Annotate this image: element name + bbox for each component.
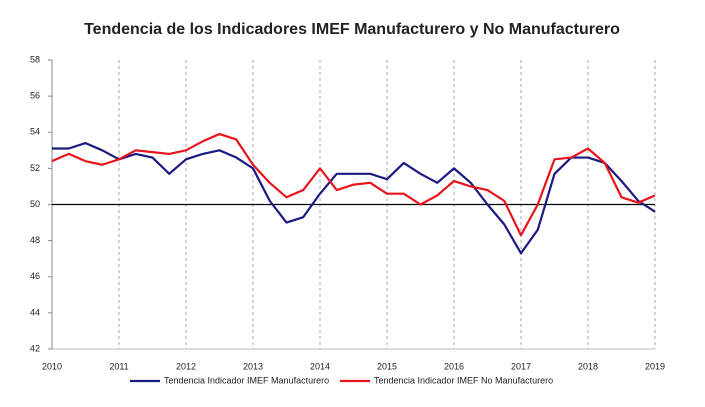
x-tick-label: 2010 <box>42 361 62 371</box>
y-tick-label: 56 <box>30 91 40 101</box>
y-tick-label: 44 <box>30 307 40 317</box>
x-tick-label: 2018 <box>578 361 598 371</box>
chart-title: Tendencia de los Indicadores IMEF Manufa… <box>84 21 620 38</box>
x-tick-label: 2014 <box>310 361 330 371</box>
legend-label: Tendencia Indicador IMEF No Manufacturer… <box>374 375 553 385</box>
series-line <box>52 141 656 255</box>
y-tick-label: 58 <box>30 54 40 64</box>
x-tick-label: 2017 <box>511 361 531 371</box>
y-tick-label: 46 <box>30 271 40 281</box>
y-tick-label: 48 <box>30 235 40 245</box>
series-line <box>51 132 656 237</box>
legend-label: Tendencia Indicador IMEF Manufacturero <box>164 375 329 385</box>
x-tick-label: 2013 <box>243 361 263 371</box>
x-tick-label: 2016 <box>444 361 464 371</box>
y-tick-label: 54 <box>30 127 40 137</box>
x-tick-label: 2019 <box>645 361 665 371</box>
x-tick-label: 2012 <box>176 361 196 371</box>
y-tick-label: 42 <box>30 343 40 353</box>
x-tick-label: 2015 <box>377 361 397 371</box>
y-tick-label: 52 <box>30 163 40 173</box>
y-tick-label: 50 <box>30 199 40 209</box>
x-tick-label: 2011 <box>109 361 128 371</box>
